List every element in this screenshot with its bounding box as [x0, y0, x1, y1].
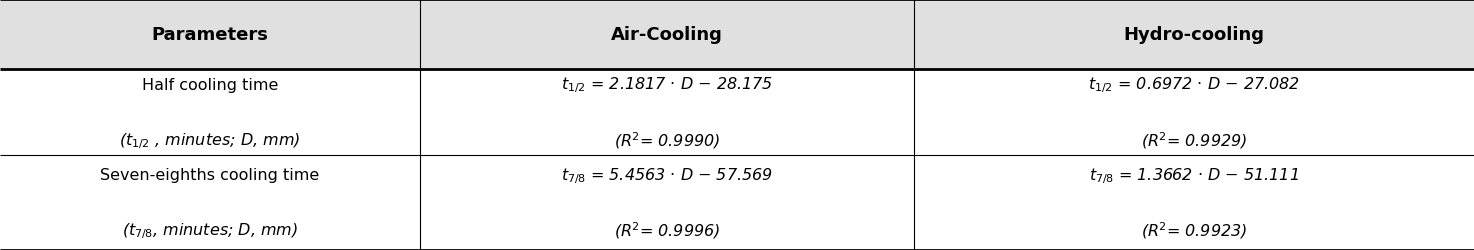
Text: Half cooling time: Half cooling time: [142, 78, 279, 92]
Text: ($t_{1/2}$ , minutes; $D$, mm): ($t_{1/2}$ , minutes; $D$, mm): [119, 130, 301, 150]
Text: Seven-eighths cooling time: Seven-eighths cooling time: [100, 168, 320, 182]
Bar: [0, 0, 1474, 70]
Text: (R$^{2}$= 0.9929): (R$^{2}$= 0.9929): [1141, 130, 1247, 150]
Text: (R$^{2}$= 0.9923): (R$^{2}$= 0.9923): [1141, 220, 1247, 240]
Text: Air-Cooling: Air-Cooling: [612, 26, 722, 44]
Text: (R$^{2}$= 0.9996): (R$^{2}$= 0.9996): [613, 220, 721, 240]
Text: (R$^{2}$= 0.9990): (R$^{2}$= 0.9990): [613, 130, 721, 150]
Text: Hydro-cooling: Hydro-cooling: [1123, 26, 1265, 44]
Text: ($t_{7/8}$, minutes; $D$, mm): ($t_{7/8}$, minutes; $D$, mm): [122, 220, 298, 240]
Text: Parameters: Parameters: [152, 26, 268, 44]
Text: $t_{7/8}$ = 1.3662 $\cdot$ $D$ $-$ 51.111: $t_{7/8}$ = 1.3662 $\cdot$ $D$ $-$ 51.11…: [1089, 165, 1299, 185]
Text: $t_{1/2}$ = 0.6972 $\cdot$ $D$ $-$ 27.082: $t_{1/2}$ = 0.6972 $\cdot$ $D$ $-$ 27.08…: [1088, 75, 1300, 95]
Text: $t_{1/2}$ = 2.1817 $\cdot$ $D$ $-$ 28.175: $t_{1/2}$ = 2.1817 $\cdot$ $D$ $-$ 28.17…: [562, 75, 772, 95]
Bar: [0, 70, 1474, 250]
Text: $t_{7/8}$ = 5.4563 $\cdot$ $D$ $-$ 57.569: $t_{7/8}$ = 5.4563 $\cdot$ $D$ $-$ 57.56…: [562, 165, 772, 185]
